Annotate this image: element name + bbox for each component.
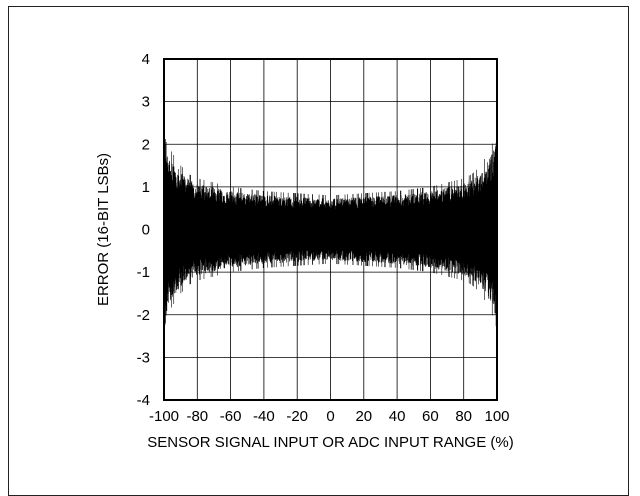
- x-tick-label: 20: [355, 408, 372, 425]
- x-tick-label: -40: [253, 408, 275, 425]
- x-tick-label: 40: [389, 408, 406, 425]
- x-tick-label: 80: [455, 408, 472, 425]
- x-tick-label: -60: [220, 408, 242, 425]
- x-tick-labels: -100 -80 -60 -40 -20 0 20 40 60 80 100: [149, 408, 510, 425]
- error-noise-core: [164, 152, 497, 307]
- x-tick-label: -80: [186, 408, 208, 425]
- error-vs-input-chart: 4 3 2 1 0 -1 -2 -3 -4 -100 -80 -60 -40 -20 0 20 40 60 80 1…: [95, 51, 514, 451]
- y-tick-label: -3: [137, 349, 150, 366]
- y-tick-label: 2: [142, 136, 150, 153]
- y-tick-label: -2: [137, 307, 150, 324]
- x-axis-title: SENSOR SIGNAL INPUT OR ADC INPUT RANGE (…: [147, 434, 513, 451]
- y-tick-label: -1: [137, 264, 150, 281]
- y-tick-label: 3: [142, 94, 150, 111]
- x-tick-label: -100: [149, 408, 179, 425]
- x-tick-label: 100: [484, 408, 509, 425]
- x-tick-label: 0: [326, 408, 334, 425]
- y-tick-label: 1: [142, 179, 150, 196]
- x-tick-label: 60: [422, 408, 439, 425]
- chart-frame: 4 3 2 1 0 -1 -2 -3 -4 -100 -80 -60 -40 -20 0 20 40 60 80 1…: [8, 6, 629, 496]
- plot-border: [163, 58, 498, 401]
- x-tick-label: -20: [286, 408, 308, 425]
- y-tick-labels: 4 3 2 1 0 -1 -2 -3 -4: [137, 51, 150, 409]
- y-tick-label: 0: [142, 222, 150, 239]
- y-tick-label: 4: [142, 51, 150, 68]
- y-axis-title: ERROR (16-BIT LSBs): [95, 153, 112, 306]
- y-tick-label: -4: [137, 392, 150, 409]
